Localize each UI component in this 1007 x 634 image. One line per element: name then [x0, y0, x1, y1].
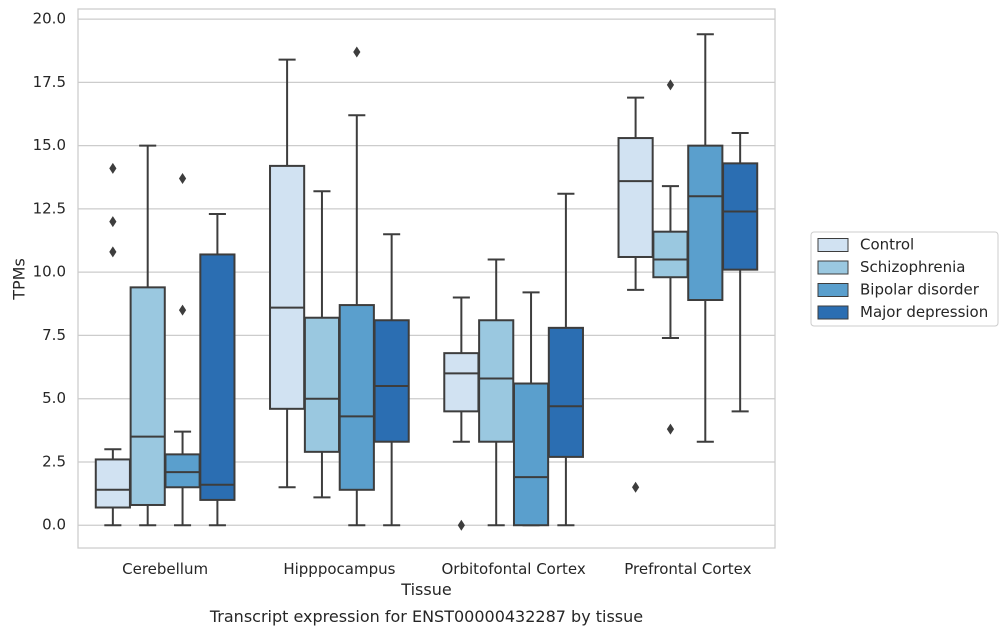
- plot-area-frame: [77, 8, 776, 549]
- outlier-point: [178, 304, 187, 316]
- boxes: [94, 33, 759, 531]
- legend-swatch: [817, 283, 849, 297]
- box-group: [722, 131, 759, 413]
- outlier-point: [666, 423, 675, 435]
- legend-label: Bipolar disorder: [860, 281, 980, 299]
- x-tick-label: Hipppocampus: [283, 560, 395, 578]
- outlier-point: [666, 79, 675, 91]
- legend-label: Control: [860, 236, 914, 254]
- box-iqr: [478, 319, 515, 443]
- box-iqr: [129, 286, 166, 506]
- outlier-point: [353, 46, 361, 58]
- x-axis-label: Tissue: [400, 580, 451, 599]
- box-iqr: [199, 253, 236, 501]
- legend: Control Schizophrenia Bipolar disorder Majo…: [810, 231, 999, 327]
- box-group: [373, 233, 410, 527]
- box-iqr: [722, 162, 759, 271]
- box-iqr: [443, 352, 480, 413]
- box-group: [512, 291, 550, 527]
- box-group: [547, 192, 584, 527]
- y-tick-label: 7.5: [42, 326, 66, 344]
- box-iqr: [164, 453, 201, 489]
- box-group: [478, 258, 515, 527]
- box-group: [687, 33, 724, 443]
- box-iqr: [512, 382, 550, 527]
- box-iqr: [269, 164, 306, 410]
- legend-swatch: [817, 260, 849, 275]
- legend-swatch: [817, 238, 849, 252]
- box-iqr: [617, 137, 654, 258]
- box-group: [443, 296, 480, 531]
- box-group: [652, 79, 689, 435]
- box-group: [303, 190, 341, 499]
- box-group: [129, 144, 166, 527]
- chart-title: Transcript expression for ENST0000043228…: [209, 607, 643, 626]
- box-iqr: [652, 230, 689, 279]
- y-axis-label: TPMs: [10, 258, 29, 301]
- y-tick-label: 5.0: [42, 389, 66, 407]
- x-tick-label: Orbitofontal Cortex: [442, 560, 586, 578]
- y-tick-label: 15.0: [33, 136, 66, 154]
- x-tick-labels: Cerebellum Hipppocampus Orbitofontal Corte…: [122, 560, 751, 578]
- box-iqr: [94, 458, 131, 509]
- box-group: [269, 58, 306, 489]
- outlier-point: [178, 173, 187, 185]
- legend-label: Major depression: [860, 303, 988, 321]
- outlier-point: [109, 216, 117, 228]
- y-tick-label: 12.5: [33, 199, 66, 217]
- legend-frame: [810, 231, 999, 327]
- y-tick-labels: 0.0 2.5 5.0 7.5 10.0 12.5 15.0 17.5 20.0: [33, 10, 66, 534]
- outlier-point: [632, 481, 640, 493]
- legend-swatch: [817, 305, 849, 320]
- box-group: [199, 212, 236, 527]
- outlier-point: [457, 519, 465, 531]
- box-iqr: [687, 144, 724, 302]
- y-tick-label: 17.5: [33, 73, 66, 91]
- y-tick-label: 10.0: [33, 263, 66, 281]
- box-group: [617, 96, 654, 493]
- legend-label: Schizophrenia: [860, 258, 965, 276]
- box-group: [164, 173, 201, 527]
- x-tick-label: Cerebellum: [122, 560, 208, 578]
- y-tick-label: 2.5: [42, 452, 66, 470]
- x-tick-label: Prefrontal Cortex: [624, 560, 751, 578]
- y-tick-label: 0.0: [42, 516, 66, 534]
- outlier-point: [109, 162, 117, 174]
- box-iqr: [303, 316, 341, 453]
- box-iqr: [373, 319, 410, 443]
- box-group: [338, 46, 375, 527]
- box-group: [94, 162, 131, 527]
- box-iqr: [547, 326, 584, 458]
- y-tick-label: 20.0: [33, 10, 66, 28]
- outlier-point: [109, 246, 117, 258]
- box-iqr: [338, 304, 375, 491]
